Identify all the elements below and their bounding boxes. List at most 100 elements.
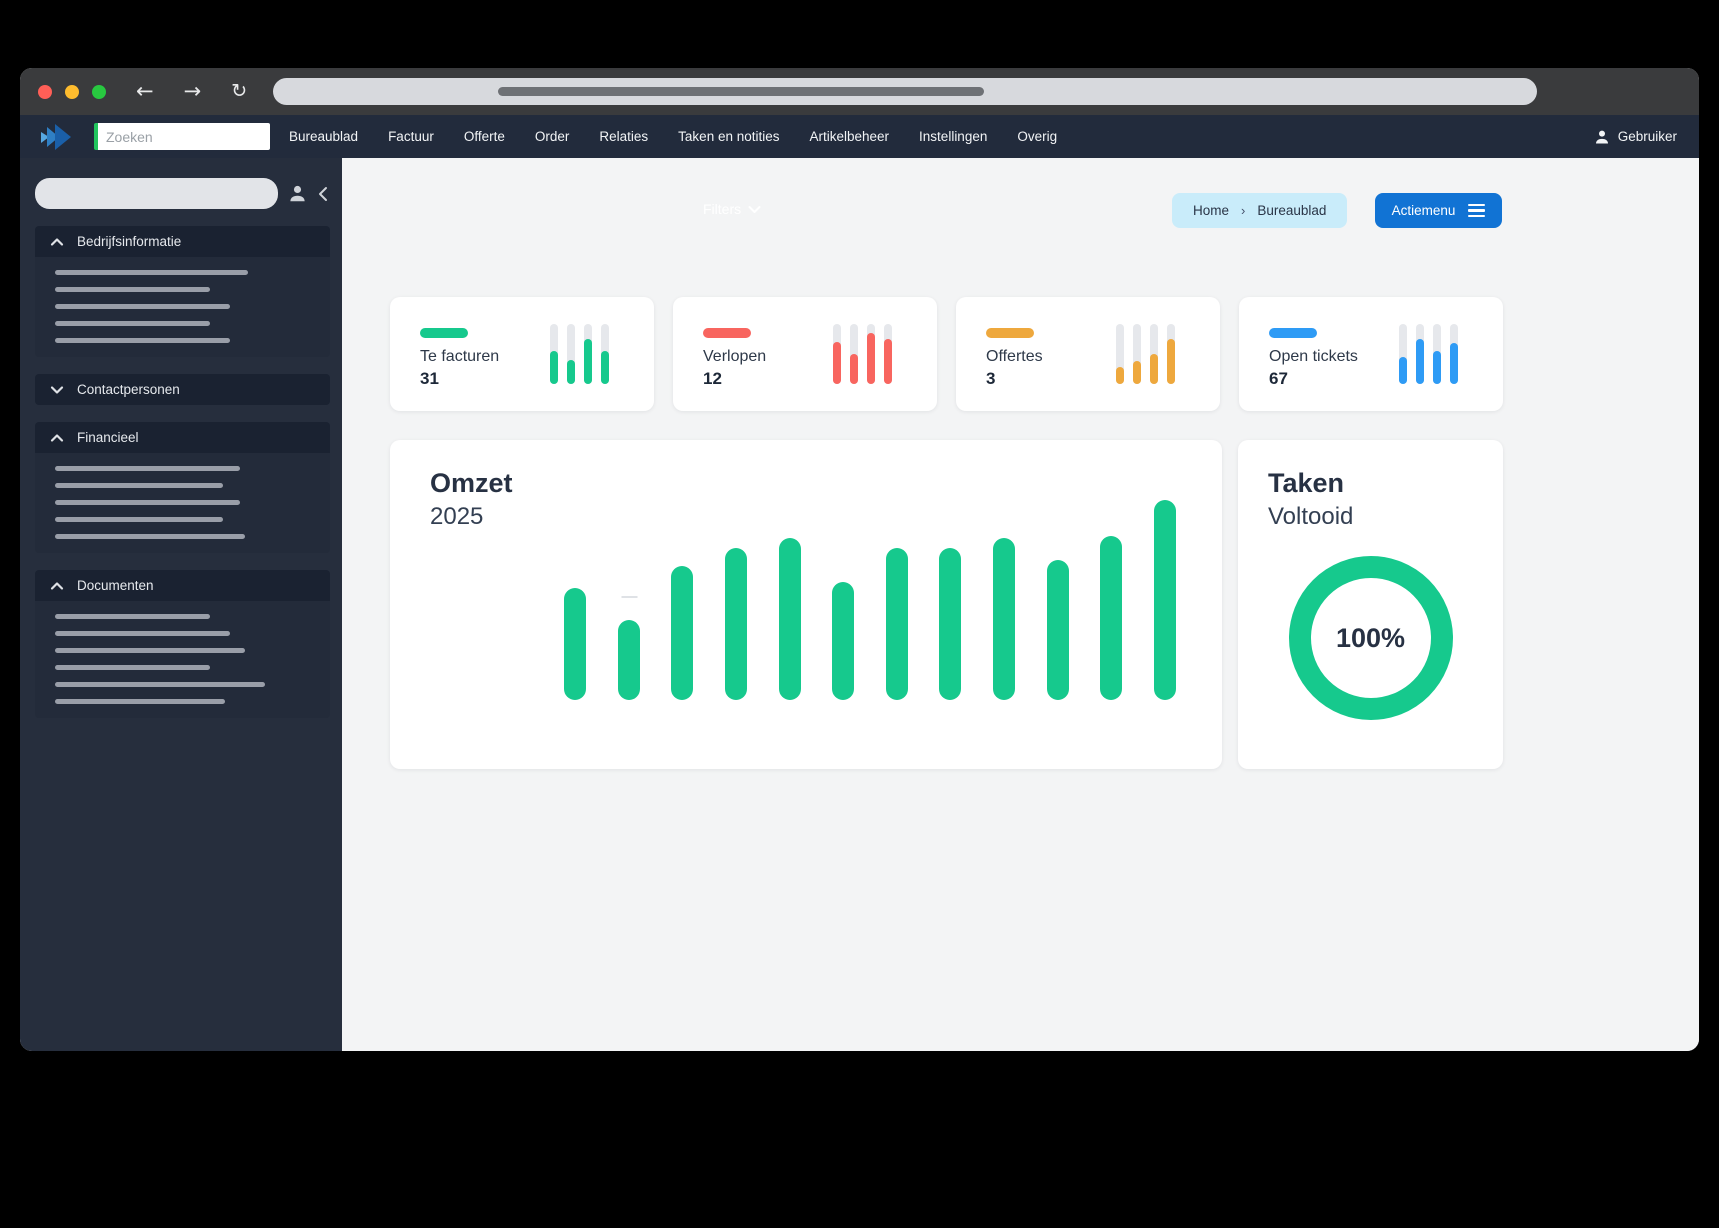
spark-bar-track: [1167, 324, 1175, 384]
filters-dropdown[interactable]: Filters: [703, 201, 761, 217]
tasks-card: Taken Voltooid 100%: [1238, 440, 1503, 769]
chevron-up-icon: [50, 237, 64, 247]
spark-bar-fill: [1167, 339, 1175, 384]
nav-item-offerte[interactable]: Offerte: [463, 129, 505, 144]
skeleton-line: [55, 614, 210, 619]
sidebar-search-input[interactable]: [35, 178, 278, 209]
global-search-input[interactable]: [94, 123, 270, 150]
sidebar-section-header-contactpersonen[interactable]: Contactpersonen: [35, 374, 330, 405]
nav-item-overig[interactable]: Overig: [1017, 129, 1058, 144]
sidebar-section-label: Financieel: [77, 430, 139, 445]
person-icon[interactable]: [288, 184, 307, 203]
revenue-bar-11: [1100, 536, 1123, 700]
reload-icon[interactable]: ↻: [231, 80, 248, 102]
minimize-window-button[interactable]: [65, 84, 79, 99]
nav-item-instellingen[interactable]: Instellingen: [919, 129, 988, 144]
chevron-up-icon: [50, 581, 64, 591]
stat-color-pill: [420, 328, 468, 338]
stat-color-pill: [986, 328, 1034, 338]
revenue-bar-9: [993, 538, 1015, 700]
nav-item-bureaublad[interactable]: Bureaublad: [289, 129, 359, 144]
spark-bar-fill: [1450, 343, 1458, 384]
chevron-down-icon: [748, 205, 761, 214]
spark-bar-fill: [1416, 339, 1424, 384]
revenue-bar-1: [564, 588, 586, 700]
spark-bar-track: [850, 324, 858, 384]
revenue-bar-3: [671, 566, 694, 700]
stat-color-pill: [703, 328, 751, 338]
nav-menu: Bureaublad Factuur Offerte Order Relaties Tak…: [274, 129, 1072, 144]
nav-item-artikelbeheer[interactable]: Artikelbeheer: [809, 129, 890, 144]
close-window-button[interactable]: [38, 84, 52, 99]
nav-item-relaties[interactable]: Relaties: [599, 129, 649, 144]
sidebar-section-bedrijfsinformatie: Bedrijfsinformatie: [35, 226, 330, 357]
tasks-donut-wrap: 100%: [1238, 556, 1503, 720]
skeleton-line: [55, 648, 245, 653]
breadcrumb-home-link[interactable]: Home: [1193, 203, 1230, 218]
skeleton-line: [55, 534, 245, 539]
spark-bar-track: [867, 324, 875, 384]
stat-label: Verlopen: [703, 348, 767, 365]
window-controls: [38, 84, 106, 99]
spark-bar-track: [1116, 324, 1124, 384]
skeleton-line: [55, 466, 240, 471]
stat-card-open-tickets[interactable]: Open tickets 67: [1239, 297, 1503, 411]
skeleton-line: [55, 483, 223, 488]
spark-bar-fill: [867, 333, 875, 384]
nav-item-order[interactable]: Order: [534, 129, 570, 144]
stat-card-offertes[interactable]: Offertes 3: [956, 297, 1220, 411]
tasks-card-subtitle: Voltooid: [1268, 503, 1354, 530]
spark-bar-fill: [833, 342, 841, 384]
stat-label: Open tickets: [1269, 348, 1358, 365]
spark-bar-fill: [884, 339, 892, 384]
nav-item-factuur[interactable]: Factuur: [388, 129, 434, 144]
stat-value: 31: [420, 369, 439, 388]
stat-value: 67: [1269, 369, 1288, 388]
sidebar-section-header-documenten[interactable]: Documenten: [35, 570, 330, 601]
sidebar-sections: Bedrijfsinformatie Contactpersonen Financi…: [35, 226, 330, 718]
stat-label: Offertes: [986, 348, 1043, 365]
spark-bar-fill: [1133, 361, 1141, 384]
spark-bar-fill: [584, 339, 592, 384]
revenue-bar-2: [617, 620, 640, 700]
revenue-card-title: Omzet: [430, 468, 513, 498]
breadcrumb: Home › Bureaublad: [1172, 193, 1348, 228]
forward-icon[interactable]: →: [183, 79, 202, 103]
user-menu[interactable]: Gebruiker: [1594, 129, 1677, 145]
spark-bar-fill: [1116, 367, 1124, 384]
revenue-bar-4: [724, 548, 747, 700]
stat-card-te-facturen[interactable]: Te facturen 31: [390, 297, 654, 411]
app-logo-icon[interactable]: [40, 122, 74, 152]
skeleton-line: [55, 304, 230, 309]
spark-bar-track: [567, 324, 575, 384]
action-menu-button[interactable]: Actiemenu: [1375, 193, 1502, 228]
stat-sparkline-chart: [833, 324, 892, 384]
spark-bar-track: [584, 324, 592, 384]
dashboard-main: Filters Home › Bureaublad Actiemenu: [342, 158, 1699, 1051]
sidebar-section-documenten: Documenten: [35, 570, 330, 718]
sidebar: Bedrijfsinformatie Contactpersonen Financi…: [20, 158, 342, 1051]
spark-bar-track: [1416, 324, 1424, 384]
maximize-window-button[interactable]: [92, 84, 106, 99]
stat-card-verlopen[interactable]: Verlopen 12: [673, 297, 937, 411]
revenue-bar-8: [939, 548, 962, 700]
revenue-bar-7: [885, 548, 908, 700]
back-icon[interactable]: ←: [136, 79, 154, 103]
tasks-donut-value: 100%: [1335, 622, 1406, 653]
collapse-sidebar-icon[interactable]: [317, 186, 330, 202]
sidebar-top-row: [35, 178, 330, 209]
sidebar-section-header-bedrijfsinformatie[interactable]: Bedrijfsinformatie: [35, 226, 330, 257]
user-icon: [1594, 129, 1610, 145]
revenue-bar-12: [1153, 500, 1176, 700]
chevron-down-icon: [50, 385, 64, 395]
address-bar[interactable]: [273, 78, 1537, 105]
sidebar-section-header-financieel[interactable]: Financieel: [35, 422, 330, 453]
skeleton-line: [55, 699, 225, 704]
skeleton-line: [55, 270, 248, 275]
spark-bar-track: [601, 324, 609, 384]
breadcrumb-current: Bureaublad: [1257, 203, 1327, 218]
spark-bar-track: [1399, 324, 1407, 384]
sidebar-section-body: [35, 601, 330, 718]
nav-item-taken-en-notities[interactable]: Taken en notities: [678, 129, 780, 144]
